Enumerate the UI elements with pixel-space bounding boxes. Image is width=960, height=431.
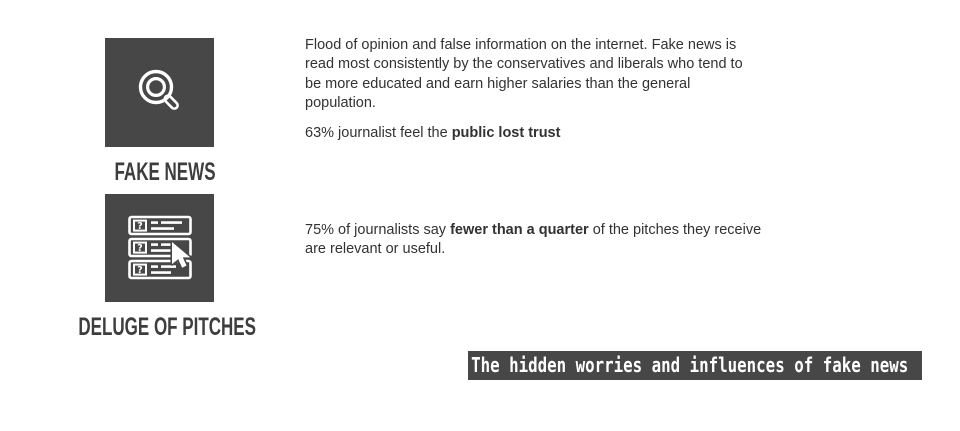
- banner-title: The hidden worries and influences of fak…: [471, 353, 909, 377]
- fake-news-label: FAKE NEWS: [114, 158, 216, 186]
- pitch-list-icon: ? ? ?: [127, 215, 192, 280]
- magnifier-search-icon: [138, 69, 179, 110]
- svg-text:?: ?: [137, 243, 143, 254]
- fake-news-paragraph: Flood of opinion and false information o…: [305, 37, 743, 111]
- fake-news-stat: 63% journalist feel the public lost trus…: [305, 124, 745, 143]
- stat-bold: public lost trust: [451, 125, 561, 142]
- fake-news-tile: [105, 38, 214, 147]
- svg-text:?: ?: [137, 265, 143, 276]
- stat-bold: fewer than a quarter: [450, 222, 589, 238]
- pitches-text-block: 75% of journalists say fewer than a quar…: [305, 221, 775, 260]
- pitches-tile: ? ? ?: [105, 194, 214, 302]
- svg-text:?: ?: [137, 221, 143, 232]
- pitches-label: DELUGE OF PITCHES: [78, 313, 256, 341]
- fake-news-text-block: Flood of opinion and false information o…: [305, 36, 745, 143]
- pitches-stat: 75% of journalists say fewer than a quar…: [305, 221, 775, 260]
- cursor-arrow-icon: [169, 240, 192, 270]
- stat-suffix: of the pitches they receive are relevant…: [305, 222, 762, 258]
- stat-prefix: 63% journalist feel the: [305, 125, 452, 142]
- stat-prefix: 75% of journalists say: [305, 222, 451, 238]
- title-banner: The hidden worries and influences of fak…: [468, 351, 922, 380]
